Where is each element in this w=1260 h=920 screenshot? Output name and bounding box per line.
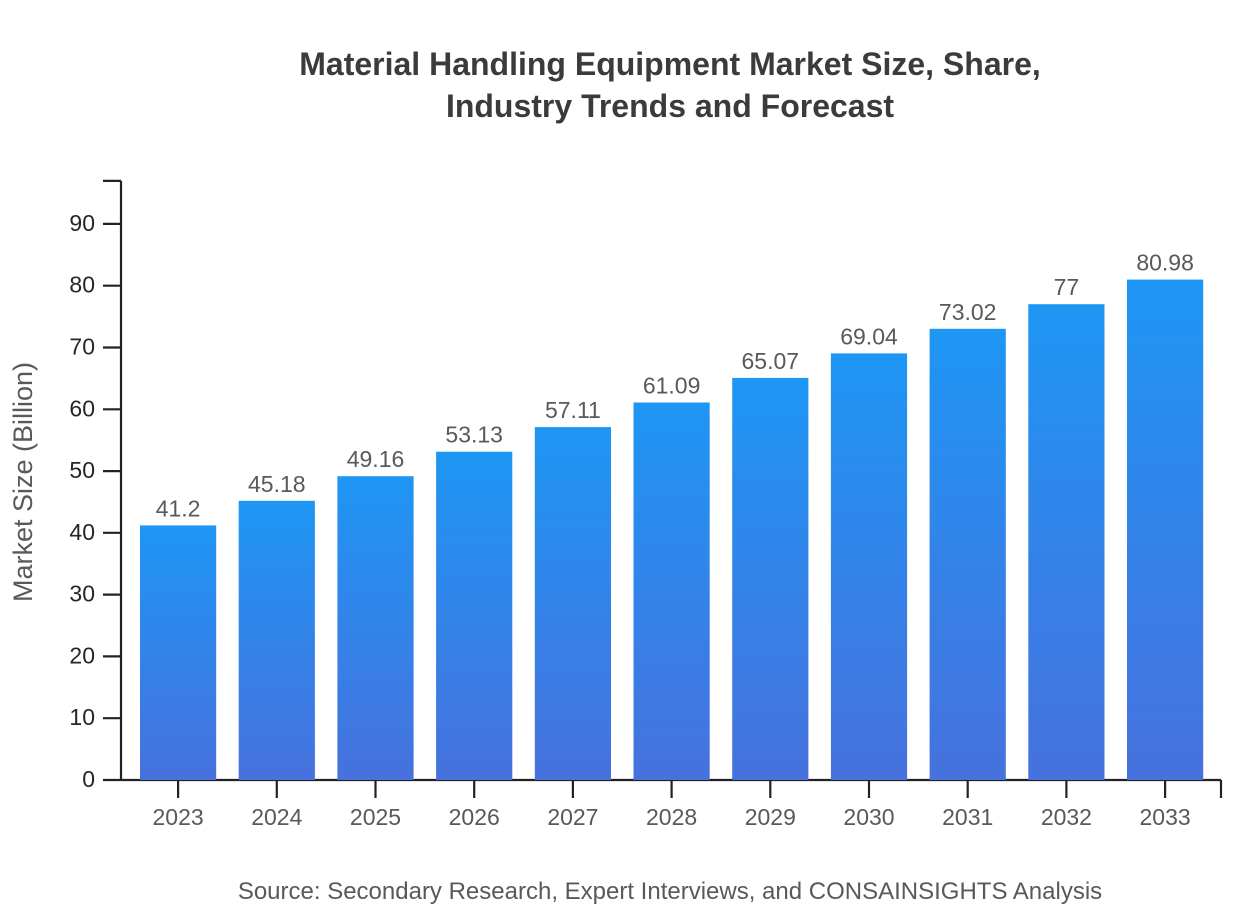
svg-text:65.07: 65.07 bbox=[742, 348, 800, 374]
svg-text:2027: 2027 bbox=[547, 804, 598, 830]
svg-text:2032: 2032 bbox=[1041, 804, 1092, 830]
svg-text:30: 30 bbox=[69, 581, 95, 607]
svg-text:57.11: 57.11 bbox=[545, 397, 601, 423]
svg-text:2031: 2031 bbox=[942, 804, 993, 830]
svg-text:2033: 2033 bbox=[1140, 804, 1191, 830]
svg-text:60: 60 bbox=[69, 395, 95, 421]
svg-text:20: 20 bbox=[69, 642, 95, 668]
svg-text:45.18: 45.18 bbox=[248, 471, 306, 497]
svg-text:2023: 2023 bbox=[153, 804, 204, 830]
svg-text:49.16: 49.16 bbox=[347, 446, 405, 472]
svg-text:0: 0 bbox=[82, 766, 95, 792]
svg-text:41.2: 41.2 bbox=[156, 495, 201, 521]
svg-text:69.04: 69.04 bbox=[840, 323, 898, 349]
svg-text:73.02: 73.02 bbox=[939, 299, 997, 325]
svg-text:40: 40 bbox=[69, 519, 95, 545]
svg-text:77: 77 bbox=[1054, 274, 1080, 300]
svg-text:61.09: 61.09 bbox=[643, 373, 701, 399]
svg-text:50: 50 bbox=[69, 457, 95, 483]
svg-text:2028: 2028 bbox=[646, 804, 697, 830]
svg-text:70: 70 bbox=[69, 334, 95, 360]
svg-text:80: 80 bbox=[69, 272, 95, 298]
svg-text:Market Size (Billion): Market Size (Billion) bbox=[8, 362, 38, 602]
svg-text:2025: 2025 bbox=[350, 804, 401, 830]
svg-text:2024: 2024 bbox=[251, 804, 302, 830]
svg-text:80.98: 80.98 bbox=[1136, 250, 1194, 276]
svg-text:2029: 2029 bbox=[745, 804, 796, 830]
svg-text:10: 10 bbox=[69, 704, 95, 730]
svg-text:53.13: 53.13 bbox=[445, 422, 503, 448]
svg-text:90: 90 bbox=[69, 210, 95, 236]
svg-text:2026: 2026 bbox=[449, 804, 500, 830]
svg-text:2030: 2030 bbox=[843, 804, 894, 830]
